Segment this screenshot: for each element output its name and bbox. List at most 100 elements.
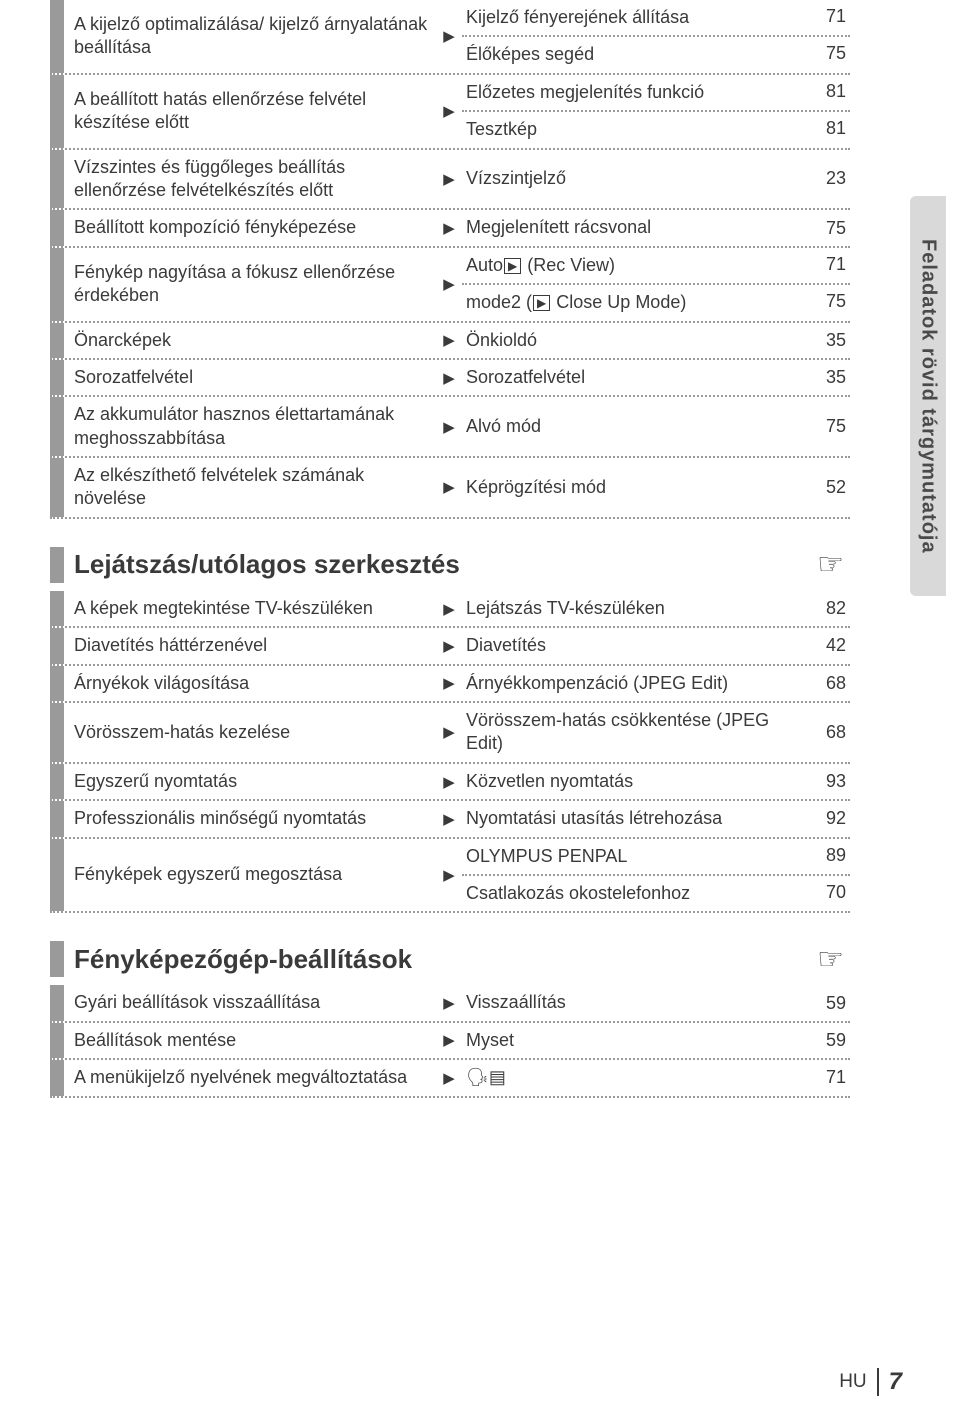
row-mark — [50, 397, 64, 456]
index-row: Árnyékok világosítása▶Árnyékkompenzáció … — [50, 666, 850, 703]
reference-stack: Auto▶ (Rec View)71mode2 (▶ Close Up Mode… — [462, 248, 850, 321]
row-mark — [50, 323, 64, 358]
row-mark — [50, 628, 64, 663]
reference-label: Nyomtatási utasítás létrehozása — [462, 801, 806, 836]
page-ref: 81 — [806, 118, 850, 141]
page-ref: 71 — [806, 1060, 850, 1095]
task-label: A beállított hatás ellenőrzése felvétel … — [64, 75, 436, 148]
page-ref: 35 — [806, 360, 850, 395]
index-row: A képek megtekintése TV-készüléken▶Leját… — [50, 591, 850, 628]
row-mark — [50, 839, 64, 912]
task-label: Beállítások mentése — [64, 1023, 436, 1058]
task-label: Fénykép nagyítása a fókusz ellenőrzése é… — [64, 248, 436, 321]
index-row: A menükijelző nyelvének megváltoztatása▶… — [50, 1060, 850, 1097]
reference-label: Kijelző fényerejének állítása — [462, 6, 806, 29]
pointer-icon: ☞ — [817, 547, 850, 582]
page-ref: 71 — [806, 6, 850, 29]
reference-stack: Kijelző fényerejének állítása71 Élőképes … — [462, 0, 850, 73]
index-row: Az elkészíthető felvételek számának növe… — [50, 458, 850, 519]
reference-subrow: Auto▶ (Rec View)71 — [462, 248, 850, 285]
reference-label: Alvó mód — [462, 397, 806, 456]
task-label: Sorozatfelvétel — [64, 360, 436, 395]
arrow-icon: ▶ — [436, 248, 462, 321]
section-title: Lejátszás/utólagos szerkesztés — [64, 549, 817, 580]
page-ref: 75 — [806, 291, 850, 314]
page-ref: 42 — [806, 628, 850, 663]
row-mark — [50, 764, 64, 799]
reference-label: 🗣​▤ — [462, 1060, 806, 1095]
footer-separator — [877, 1368, 879, 1396]
reference-label: Visszaállítás — [462, 985, 806, 1020]
task-label: Vörösszem-hatás kezelése — [64, 703, 436, 762]
index-block-playback-wrap: Lejátszás/utólagos szerkesztés ☞ A képek… — [50, 547, 850, 914]
page-ref: 23 — [806, 150, 850, 209]
pointer-icon: ☞ — [817, 942, 850, 977]
index-row: Beállítások mentése▶Myset59 — [50, 1023, 850, 1060]
index-row: Sorozatfelvétel▶Sorozatfelvétel35 — [50, 360, 850, 397]
row-mark — [50, 458, 64, 517]
index-row: Gyári beállítások visszaállítása▶Visszaá… — [50, 985, 850, 1022]
row-mark — [50, 360, 64, 395]
section-header-playback: Lejátszás/utólagos szerkesztés ☞ — [50, 547, 850, 583]
task-label: Beállított kompozíció fényképezése — [64, 210, 436, 245]
task-label: Az akkumulátor hasznos élettartamának me… — [64, 397, 436, 456]
page-ref: 81 — [806, 81, 850, 104]
footer-lang: HU — [839, 1371, 866, 1393]
index-block-settings-wrap: Fényképezőgép-beállítások ☞ Gyári beállí… — [50, 941, 850, 1097]
row-mark — [50, 210, 64, 245]
arrow-icon: ▶ — [436, 0, 462, 73]
index-row: Vörösszem-hatás kezelése▶Vörösszem-hatás… — [50, 703, 850, 764]
reference-label: Vörösszem-hatás csökkentése (JPEG Edit) — [462, 703, 806, 762]
reference-label: mode2 (▶ Close Up Mode) — [462, 291, 806, 314]
arrow-icon: ▶ — [436, 764, 462, 799]
reference-label: Sorozatfelvétel — [462, 360, 806, 395]
task-label: Fényképek egyszerű megosztása — [64, 839, 436, 912]
reference-label: Árnyékkompenzáció (JPEG Edit) — [462, 666, 806, 701]
page-ref: 75 — [806, 210, 850, 245]
reference-subrow: Tesztkép81 — [462, 112, 850, 147]
index-row: Professzionális minőségű nyomtatás▶Nyomt… — [50, 801, 850, 838]
index-row: Diavetítés háttérzenével▶Diavetítés42 — [50, 628, 850, 665]
arrow-icon: ▶ — [436, 397, 462, 456]
task-label: Önarcképek — [64, 323, 436, 358]
task-label: A képek megtekintése TV-készüléken — [64, 591, 436, 626]
row-mark — [50, 801, 64, 836]
reference-label: Diavetítés — [462, 628, 806, 663]
arrow-icon: ▶ — [436, 628, 462, 663]
arrow-icon: ▶ — [436, 210, 462, 245]
reference-label: Csatlakozás okostelefonhoz — [462, 882, 806, 905]
reference-subrow: OLYMPUS PENPAL89 — [462, 839, 850, 876]
arrow-icon: ▶ — [436, 75, 462, 148]
task-label: Vízszintes és függőleges beállítás ellen… — [64, 150, 436, 209]
arrow-icon: ▶ — [436, 360, 462, 395]
row-mark — [50, 150, 64, 209]
arrow-icon: ▶ — [436, 591, 462, 626]
row-mark — [50, 1060, 64, 1095]
arrow-icon: ▶ — [436, 666, 462, 701]
reference-label: Vízszintjelző — [462, 150, 806, 209]
page-ref: 82 — [806, 591, 850, 626]
row-mark — [50, 75, 64, 148]
page-ref: 89 — [806, 845, 850, 868]
row-mark — [50, 1023, 64, 1058]
index-row: Beállított kompozíció fényképezése▶Megje… — [50, 210, 850, 247]
arrow-icon: ▶ — [436, 150, 462, 209]
reference-stack: Előzetes megjelenítés funkció81Tesztkép8… — [462, 75, 850, 148]
page-ref: 75 — [806, 397, 850, 456]
page-ref: 92 — [806, 801, 850, 836]
reference-subrow: mode2 (▶ Close Up Mode)75 — [462, 285, 850, 320]
task-label: Árnyékok világosítása — [64, 666, 436, 701]
arrow-icon: ▶ — [436, 801, 462, 836]
page-ref: 59 — [806, 1023, 850, 1058]
reference-label: Tesztkép — [462, 118, 806, 141]
reference-subrow: Élőképes segéd75 — [462, 37, 850, 72]
task-label: Professzionális minőségű nyomtatás — [64, 801, 436, 836]
header-mark — [50, 547, 64, 583]
section-title: Fényképezőgép-beállítások — [64, 944, 817, 975]
index-row: Önarcképek▶Önkioldó35 — [50, 323, 850, 360]
index-row: Egyszerű nyomtatás▶Közvetlen nyomtatás93 — [50, 764, 850, 801]
page-ref: 52 — [806, 458, 850, 517]
page-ref: 68 — [806, 666, 850, 701]
task-label: Diavetítés háttérzenével — [64, 628, 436, 663]
row-mark — [50, 0, 64, 73]
